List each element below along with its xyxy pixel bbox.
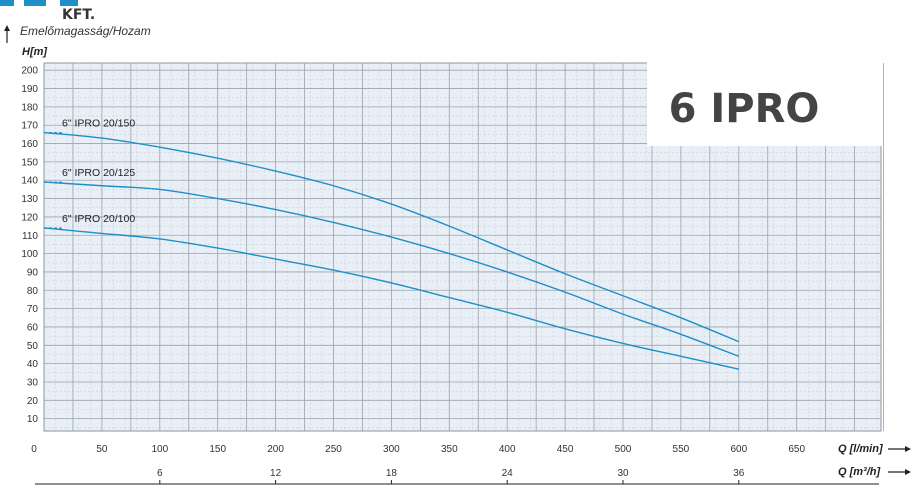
curve-series bbox=[43, 181, 740, 357]
x-axis-title: Q [l/min] bbox=[838, 443, 883, 455]
x2-tick-label: 24 bbox=[502, 468, 514, 479]
y-tick-label: 150 bbox=[21, 157, 38, 168]
y-tick-label: 90 bbox=[27, 267, 39, 278]
y-tick-label: 70 bbox=[27, 304, 39, 315]
x2-tick-label: 30 bbox=[617, 468, 629, 479]
curve-series bbox=[43, 227, 739, 370]
series-label: 6" IPRO 20/150 bbox=[62, 118, 135, 130]
x2-tick-label: 36 bbox=[733, 468, 745, 479]
y-tick-label: 160 bbox=[21, 139, 38, 150]
x2-axis-title: Q [m³/h] bbox=[838, 466, 880, 478]
company-logo: KFT. bbox=[0, 0, 95, 23]
x-tick-label: 0 bbox=[31, 444, 37, 455]
x2-axis-title-group: Q [m³/h] bbox=[838, 466, 911, 478]
chart-title: 6 IPRO bbox=[669, 86, 820, 132]
title-box: 6 IPRO bbox=[647, 62, 882, 146]
y-tick-label: 50 bbox=[27, 341, 39, 352]
x-tick-label: 300 bbox=[383, 444, 400, 455]
y-tick-label: 30 bbox=[27, 377, 39, 388]
series-label: 6" IPRO 20/100 bbox=[62, 213, 135, 225]
y-tick-label: 40 bbox=[27, 359, 39, 370]
x2-tick-label: 12 bbox=[270, 468, 282, 479]
x-tick-label: 550 bbox=[673, 444, 690, 455]
x2-tick-labels: 6 12 18 24 30 36 bbox=[157, 468, 745, 484]
x-tick-label: 500 bbox=[615, 444, 632, 455]
x-tick-label: 350 bbox=[441, 444, 458, 455]
x2-tick-label: 6 bbox=[157, 468, 163, 479]
y-tick-label: 60 bbox=[27, 322, 39, 333]
x2-axis-arrow bbox=[888, 469, 911, 475]
series-labels: 6" IPRO 20/150 6" IPRO 20/125 6" IPRO 20/1… bbox=[62, 118, 135, 225]
y-tick-label: 20 bbox=[27, 396, 39, 407]
x-axis-title-group: Q [l/min] bbox=[838, 443, 911, 455]
y-tick-label: 170 bbox=[21, 121, 38, 132]
series-label: 6" IPRO 20/125 bbox=[62, 167, 135, 179]
y-tick-label: 130 bbox=[21, 194, 38, 205]
curve-series bbox=[43, 131, 740, 343]
y-tick-label: 10 bbox=[27, 414, 39, 425]
x-tick-label: 400 bbox=[499, 444, 516, 455]
major-grid bbox=[44, 63, 884, 431]
y-tick-label: 120 bbox=[21, 212, 38, 223]
y-tick-label: 110 bbox=[22, 231, 38, 242]
company-name: KFT. bbox=[62, 7, 95, 23]
y-tick-labels: 10 20 30 40 50 60 70 80 90 100 110 120 130 140 150 160 1… bbox=[21, 66, 38, 425]
x-tick-label: 450 bbox=[557, 444, 574, 455]
chart-subtitle: Emelőmagasság/Hozam bbox=[20, 24, 151, 38]
y-axis-arrow bbox=[4, 25, 10, 43]
x-tick-label: 150 bbox=[209, 444, 226, 455]
x-tick-label: 650 bbox=[788, 444, 805, 455]
y-tick-label: 190 bbox=[21, 84, 38, 95]
y-tick-label: 100 bbox=[21, 249, 38, 260]
x-tick-label: 600 bbox=[730, 444, 747, 455]
y-tick-label: 140 bbox=[21, 176, 38, 187]
y-tick-label: 200 bbox=[21, 66, 38, 77]
x2-tick-label: 18 bbox=[386, 468, 398, 479]
x-tick-label: 100 bbox=[151, 444, 168, 455]
x-tick-label: 50 bbox=[96, 444, 108, 455]
y-tick-label: 180 bbox=[21, 102, 38, 113]
y-tick-label: 80 bbox=[27, 286, 39, 297]
x-tick-label: 200 bbox=[267, 444, 284, 455]
curves bbox=[43, 131, 740, 370]
x-tick-label: 250 bbox=[325, 444, 342, 455]
x-axis-arrow bbox=[888, 446, 911, 452]
x-tick-labels: 0 50 100 150 200 250 300 350 400 450 500 550 600 650 bbox=[31, 444, 805, 455]
y-axis-title: H[m] bbox=[22, 46, 47, 58]
